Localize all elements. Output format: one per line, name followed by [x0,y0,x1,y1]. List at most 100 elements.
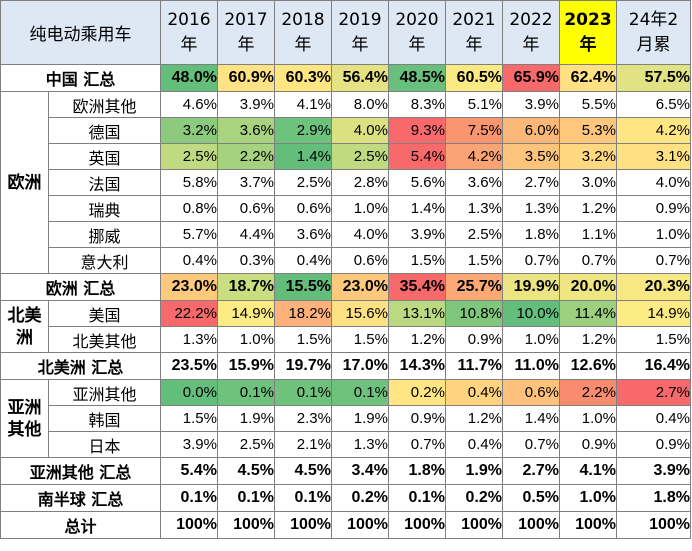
year-header-bottom: 年 [351,34,369,55]
share-value-cell: 2.8% [331,169,389,196]
year-header: 2017 年 [217,0,275,65]
share-value-cell: 1.0% [559,484,617,512]
share-value-cell: 2.9% [274,117,332,144]
share-value-cell: 48.5% [388,64,446,92]
share-value-cell: 60.3% [274,64,332,92]
table-row: 德国 3.2% 3.6% 2.9% 4.0% 9.3% 7.5% 6.0% 5.3% 4.2% [1,117,691,144]
share-value-cell: 5.1% [445,91,503,118]
share-value-cell: 6.0% [502,117,560,144]
share-value-cell: 1.8% [388,457,446,485]
share-value-cell: 0.8% [160,195,218,222]
share-value-cell: 4.6% [160,91,218,118]
share-value-cell: 19.9% [502,273,560,301]
share-value-cell: 0.7% [502,431,560,458]
share-value-cell: 0.1% [217,484,275,512]
share-value-cell: 0.6% [274,195,332,222]
share-value-cell: 4.4% [217,221,275,248]
summary-label: 南半球 汇总 [0,484,161,512]
year-header: 2020 年 [388,0,446,65]
share-value-cell: 0.1% [331,379,389,406]
country-label: 亚洲其他 [48,379,161,406]
year-header-top: 24年2 [628,9,679,30]
year-header-bottom: 年 [579,34,597,55]
share-value-cell: 5.3% [559,117,617,144]
share-value-cell: 18.7% [217,273,275,301]
share-value-cell: 0.6% [502,379,560,406]
share-value-cell: 3.9% [502,91,560,118]
summary-label: 欧洲 汇总 [0,273,161,301]
share-value-cell: 0.9% [445,326,503,353]
year-header: 2016 年 [160,0,218,65]
year-header-top: 2020 [395,9,439,30]
share-value-cell: 2.5% [445,221,503,248]
share-value-cell: 100% [388,511,446,539]
table-row: 日本 3.9% 2.5% 2.1% 1.3% 0.7% 0.4% 0.7% 0.9% 0.9% [1,431,691,458]
share-value-cell: 1.2% [445,405,503,432]
share-value-cell: 1.3% [331,431,389,458]
share-value-cell: 1.0% [559,405,617,432]
share-value-cell: 20.0% [559,273,617,301]
year-header-bottom: 年 [465,34,483,55]
share-value-cell: 2.2% [217,143,275,170]
share-value-cell: 16.4% [616,352,691,380]
share-value-cell: 0.6% [331,247,389,274]
share-value-cell: 4.1% [274,91,332,118]
share-value-cell: 1.1% [559,221,617,248]
share-value-cell: 100% [502,511,560,539]
share-value-cell: 0.2% [331,484,389,512]
share-value-cell: 2.7% [502,457,560,485]
share-value-cell: 1.9% [217,405,275,432]
share-value-cell: 2.3% [274,405,332,432]
share-value-cell: 4.2% [616,117,691,144]
share-value-cell: 1.5% [274,326,332,353]
country-label: 挪威 [48,221,161,248]
share-value-cell: 2.7% [502,169,560,196]
share-value-cell: 6.5% [616,91,691,118]
share-value-cell: 3.9% [616,457,691,485]
share-value-cell: 11.7% [445,352,503,380]
share-value-cell: 14.9% [217,300,275,327]
share-value-cell: 3.9% [388,221,446,248]
table-row: 北美洲美国 22.2% 14.9% 18.2% 15.6% 13.1% 10.8% 10.0%… [0,300,691,353]
summary-row: 北美洲 汇总 23.5% 15.9% 19.7% 17.0% 14.3% 11.7% 11.0… [0,352,691,380]
table-row: 意大利 0.4% 0.3% 0.4% 0.6% 1.5% 1.5% 0.7% 0.7% 0.7% [1,247,691,274]
share-value-cell: 1.4% [502,405,560,432]
share-value-cell: 2.1% [274,431,332,458]
share-value-cell: 35.4% [388,273,446,301]
summary-label: 亚洲其他 汇总 [0,457,161,485]
share-value-cell: 62.4% [559,64,617,92]
share-value-cell: 3.2% [160,117,218,144]
share-value-cell: 1.5% [160,405,218,432]
year-header-top: 2022 [509,9,553,30]
share-value-cell: 0.9% [388,405,446,432]
share-value-cell: 5.8% [160,169,218,196]
share-value-cell: 13.1% [388,300,446,327]
year-header-top: 2021 [452,9,496,30]
share-value-cell: 0.9% [616,431,691,458]
summary-row: 亚洲其他 汇总 5.4% 4.5% 4.5% 3.4% 1.8% 1.9% 2.7% 4.1% 3… [0,457,691,485]
share-value-cell: 14.3% [388,352,446,380]
share-value-cell: 8.3% [388,91,446,118]
table-row: 亚洲 其他 亚洲其他 0.0% 0.1% 0.1% 0.1% 0.2% 0.4% 0.6% 2.2%… [0,379,691,458]
share-value-cell: 25.7% [445,273,503,301]
year-header-top: 2019 [338,9,382,30]
share-value-cell: 3.6% [274,221,332,248]
share-value-cell: 1.5% [331,326,389,353]
share-value-cell: 4.0% [616,169,691,196]
share-value-cell: 0.4% [616,405,691,432]
share-value-cell: 4.5% [217,457,275,485]
year-header-bottom: 月累 [636,34,671,55]
share-value-cell: 15.9% [217,352,275,380]
summary-label: 北美洲 汇总 [0,352,161,380]
summary-row: 总计 100% 100% 100% 100% 100% 100% 100% 100% 100% [0,511,691,539]
share-value-cell: 1.3% [445,195,503,222]
share-value-cell: 3.9% [217,91,275,118]
share-value-cell: 3.4% [331,457,389,485]
share-value-cell: 0.7% [502,247,560,274]
share-value-cell: 0.1% [160,484,218,512]
year-header-top: 2016 [167,9,211,30]
year-header-bottom: 年 [180,34,198,55]
year-header: 2018 年 [274,0,332,65]
share-value-cell: 1.5% [616,326,691,353]
year-header-bottom: 年 [237,34,255,55]
